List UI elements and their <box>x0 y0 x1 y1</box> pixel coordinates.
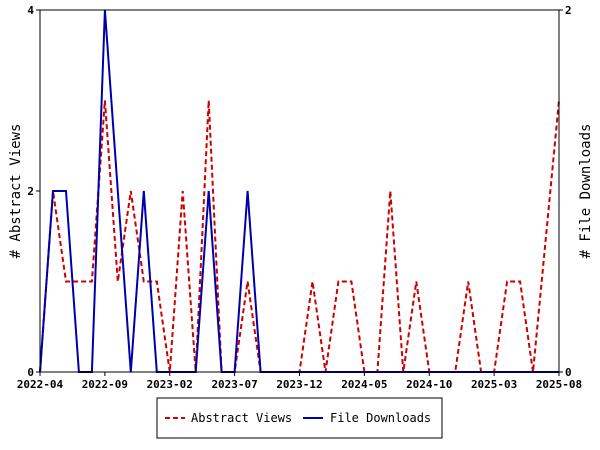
left-tick-label: 0 <box>27 366 34 379</box>
x-tick-label: 2023-07 <box>211 378 257 391</box>
left-axis-title: # Abstract Views <box>8 124 24 259</box>
x-tick-label: 2025-08 <box>536 378 582 391</box>
x-tick-label: 2024-05 <box>341 378 387 391</box>
legend-label-abstract-views: Abstract Views <box>191 411 292 425</box>
legend-box <box>156 397 443 439</box>
x-tick-label: 2025-03 <box>471 378 517 391</box>
legend: Abstract Views File Downloads <box>156 397 443 439</box>
x-tick-label: 2022-09 <box>82 378 128 391</box>
axes-layer: 2022-04 2022-09 2023-02 2023-07 2023-12 2024-… <box>17 4 582 391</box>
x-tick-label: 2023-12 <box>276 378 322 391</box>
x-tick-label: 2023-02 <box>147 378 193 391</box>
right-axis-title: # File Downloads <box>578 124 594 259</box>
left-tick-label: 4 <box>27 4 34 17</box>
right-tick-label: 0 <box>565 366 572 379</box>
x-tick-label: 2022-04 <box>17 378 64 391</box>
x-tick-label: 2024-10 <box>406 378 452 391</box>
left-tick-label: 2 <box>27 185 34 198</box>
right-tick-label: 2 <box>565 4 572 17</box>
legend-label-file-downloads: File Downloads <box>330 411 431 425</box>
